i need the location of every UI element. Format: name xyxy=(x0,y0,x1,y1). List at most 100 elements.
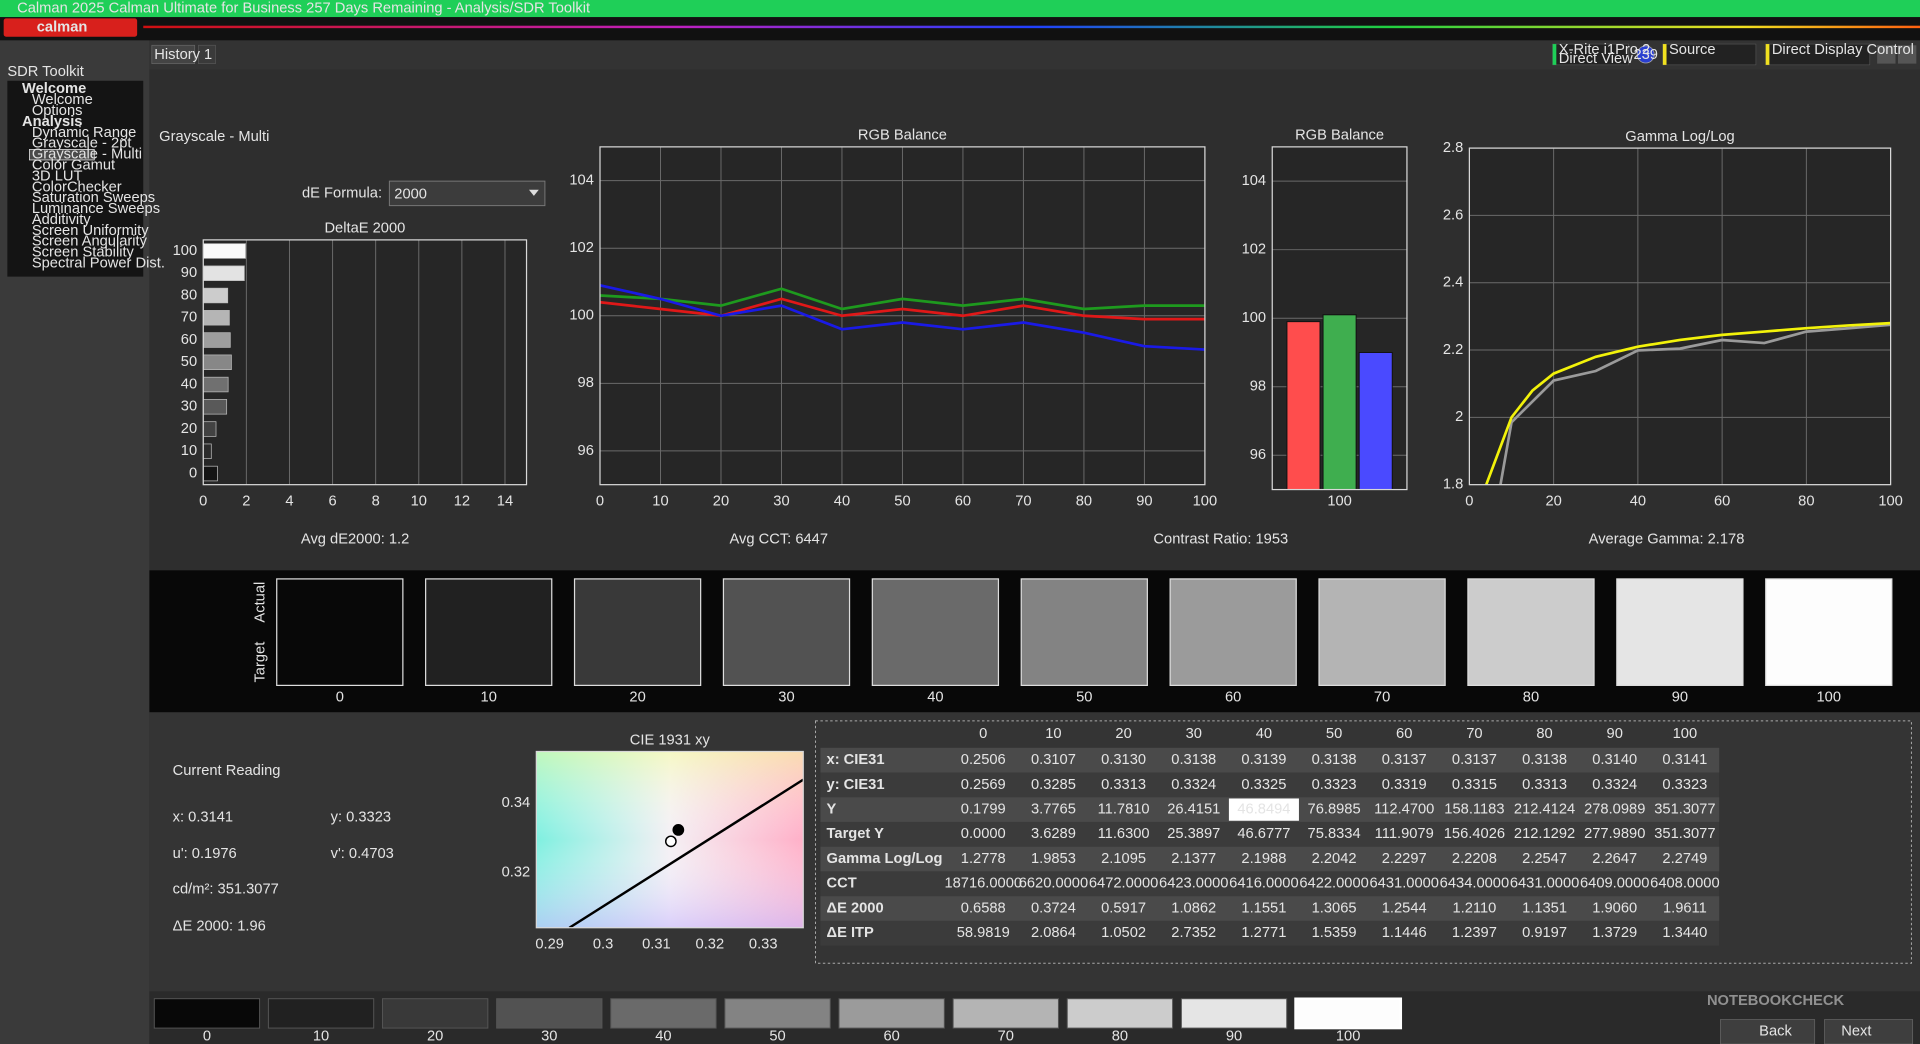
dropdown-arrow xyxy=(528,189,539,196)
x-tick-label: 12 xyxy=(454,494,470,510)
next-button[interactable] xyxy=(1824,1019,1914,1044)
row-label: ΔE ITP xyxy=(827,925,874,941)
plot-frame xyxy=(202,239,528,486)
bar xyxy=(202,465,218,482)
bar xyxy=(202,354,232,370)
back-label[interactable]: Back xyxy=(1759,1024,1792,1040)
actual-label: Actual xyxy=(253,582,269,623)
page-title: Grayscale - Multi xyxy=(159,129,269,145)
x-tick-label: 100 xyxy=(1193,494,1218,510)
x-tick-label: 10 xyxy=(652,494,668,510)
ribbon xyxy=(0,17,1920,41)
sidebar-item[interactable]: Luminance Sweeps xyxy=(32,201,160,217)
sidebar-item[interactable]: Options xyxy=(32,103,83,119)
table-row xyxy=(820,896,1720,921)
category-label: 40 xyxy=(181,376,197,392)
meter-badge[interactable] xyxy=(1636,45,1655,64)
sidebar-item[interactable]: 3D LUT xyxy=(32,168,83,184)
table-cell: 6434.0000 xyxy=(1440,876,1509,892)
footer-swatch[interactable] xyxy=(610,998,717,1029)
y-tick-label: 100 xyxy=(1242,310,1267,326)
footer-swatch[interactable] xyxy=(153,998,261,1029)
summary-value: Average Gamma: 2.178 xyxy=(1589,532,1745,548)
sidebar-item[interactable]: Color Gamut xyxy=(32,157,115,173)
table-header: 90 xyxy=(1607,726,1623,742)
sidebar-item[interactable]: Grayscale - Multi xyxy=(32,147,142,163)
logo-button[interactable] xyxy=(3,18,138,37)
footer-swatch[interactable] xyxy=(267,998,375,1029)
table-header: 80 xyxy=(1536,726,1552,742)
table-cell: 1.1446 xyxy=(1382,925,1427,941)
sidebar-item[interactable]: ColorChecker xyxy=(32,179,122,195)
footer-swatch-label: 100 xyxy=(1336,1029,1361,1044)
sidebar-item[interactable]: Screen Angularity xyxy=(32,234,148,250)
sidebar-item[interactable]: Screen Stability xyxy=(32,245,135,261)
reading-line: v': 0.4703 xyxy=(331,846,394,862)
table-cell: 2.1377 xyxy=(1171,851,1216,867)
selected-item xyxy=(29,149,95,161)
sidebar-item[interactable]: Spectral Power Dist. xyxy=(32,256,165,272)
sidebar-item[interactable]: Additivity xyxy=(32,212,91,228)
swatch xyxy=(871,578,1000,687)
current-reading-title: Current Reading xyxy=(173,763,281,779)
category-label: 80 xyxy=(181,287,197,303)
bar xyxy=(202,310,230,326)
sidebar-item[interactable]: Welcome xyxy=(32,92,93,108)
de-formula-dropdown[interactable] xyxy=(388,180,546,207)
footer-swatch-label: 40 xyxy=(655,1029,671,1044)
footer-swatch[interactable] xyxy=(496,998,603,1029)
table-cell: 2.2042 xyxy=(1312,851,1357,867)
table-cell: 0.3325 xyxy=(1241,777,1286,793)
sidebar-item[interactable]: Screen Uniformity xyxy=(32,223,149,239)
footer-swatch[interactable] xyxy=(1066,998,1174,1029)
y-tick-label: 2.2 xyxy=(1443,342,1463,358)
category-label: 10 xyxy=(181,443,197,459)
table-cell: 0.3138 xyxy=(1171,752,1216,768)
footer-swatch[interactable] xyxy=(1294,997,1403,1030)
history-tab[interactable] xyxy=(151,44,196,65)
y-tick-label: 100 xyxy=(569,308,594,324)
category-label: 100 xyxy=(1327,494,1352,510)
swatch-label: 90 xyxy=(1672,690,1688,706)
table-cell: 6422.0000 xyxy=(1299,876,1368,892)
chart-title: DeltaE 2000 xyxy=(324,221,405,237)
tab-label[interactable]: History 1 xyxy=(154,47,212,63)
table-cell: 75.8334 xyxy=(1308,826,1361,842)
table-cell: 0.1799 xyxy=(961,801,1006,817)
category-label: 70 xyxy=(181,310,197,326)
next-label[interactable]: Next xyxy=(1841,1024,1871,1040)
back-button[interactable] xyxy=(1720,1019,1816,1044)
footer-swatch[interactable] xyxy=(838,998,945,1029)
table-row xyxy=(820,747,1720,773)
swatch-label: 10 xyxy=(481,690,497,706)
table-cell: 0.3139 xyxy=(1241,752,1286,768)
bar xyxy=(202,332,231,348)
sidebar-item[interactable]: Dynamic Range xyxy=(32,125,137,141)
bar xyxy=(1358,351,1393,491)
category-label: 60 xyxy=(181,332,197,348)
y-tick-label: 102 xyxy=(569,240,594,256)
footer-swatch[interactable] xyxy=(1180,998,1288,1029)
settings-button[interactable] xyxy=(1877,45,1896,64)
sidebar-item[interactable]: Saturation Sweeps xyxy=(32,190,155,206)
sidebar-item[interactable]: Grayscale - 2pt xyxy=(32,136,132,152)
footer-swatch-label: 50 xyxy=(769,1029,785,1044)
table-cell: 0.5917 xyxy=(1101,900,1146,916)
x-tick-label: 80 xyxy=(1076,494,1092,510)
add-tab[interactable] xyxy=(198,44,216,65)
footer-swatch[interactable] xyxy=(382,998,489,1029)
bar xyxy=(202,443,212,460)
help-button[interactable] xyxy=(1897,45,1917,64)
table-cell: 0.3137 xyxy=(1382,752,1427,768)
table-cell: 46.6777 xyxy=(1237,826,1290,842)
footer-swatch[interactable] xyxy=(952,998,1059,1029)
x-tick-label: 10 xyxy=(411,494,427,510)
table-cell: 0.3724 xyxy=(1031,900,1076,916)
x-tick-label: 70 xyxy=(1015,494,1031,510)
row-label: CCT xyxy=(827,876,857,892)
rainbow-line xyxy=(143,25,1920,29)
x-tick-label: 30 xyxy=(773,494,789,510)
footer-swatch[interactable] xyxy=(724,998,831,1029)
table-cell: 6431.0000 xyxy=(1510,876,1579,892)
